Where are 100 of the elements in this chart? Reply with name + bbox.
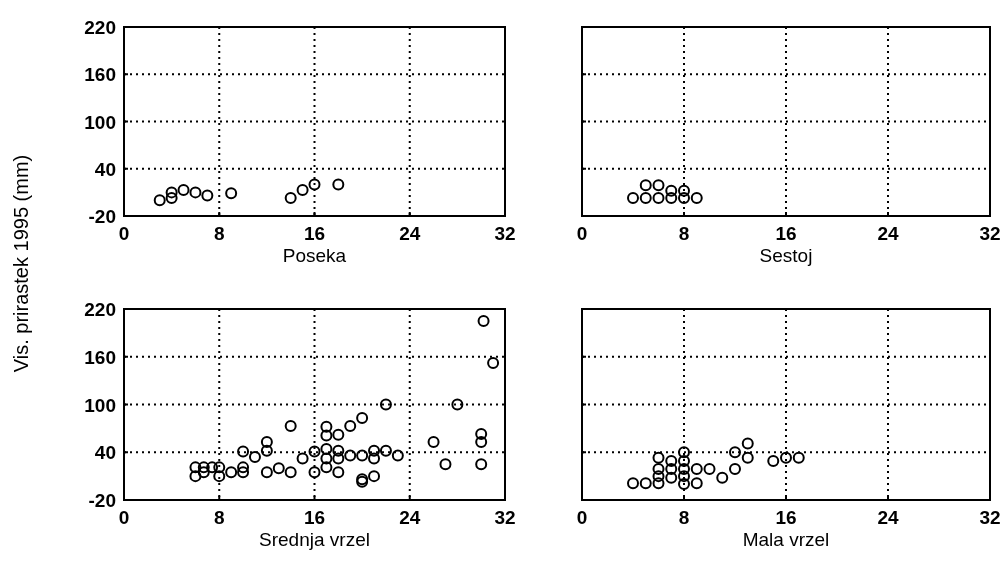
point xyxy=(320,452,333,465)
point xyxy=(237,445,250,458)
x-tick-label: 8 xyxy=(678,507,690,528)
point xyxy=(368,452,381,465)
point xyxy=(475,435,488,448)
point xyxy=(284,419,297,432)
x-axis-title: Sestoj xyxy=(759,245,813,266)
point xyxy=(332,466,345,479)
point xyxy=(665,471,678,484)
x-tick-label: 32 xyxy=(979,507,1001,528)
point xyxy=(451,398,464,411)
point xyxy=(165,191,178,204)
point xyxy=(197,466,210,479)
point xyxy=(197,461,210,474)
point xyxy=(477,314,490,327)
point xyxy=(177,184,190,197)
point xyxy=(332,452,345,465)
point xyxy=(780,451,792,464)
point xyxy=(189,470,202,483)
point xyxy=(678,455,690,467)
point xyxy=(260,444,273,457)
x-tick-label: 24 xyxy=(877,223,899,244)
point xyxy=(678,446,690,459)
point xyxy=(716,471,729,484)
y-tick-label: -20 xyxy=(88,490,116,511)
y-tick-label: 160 xyxy=(84,64,116,86)
point xyxy=(690,462,703,475)
x-tick-label: 0 xyxy=(118,507,130,528)
x-tick-label: 24 xyxy=(877,507,899,528)
x-axis-title: Poseka xyxy=(282,245,347,266)
x-tick-label: 32 xyxy=(494,507,516,528)
point xyxy=(320,429,333,442)
point xyxy=(379,398,392,411)
point xyxy=(260,435,273,448)
y-tick-label: 40 xyxy=(94,158,116,180)
point xyxy=(153,194,166,207)
point xyxy=(652,462,665,475)
x-tick-label: 16 xyxy=(303,507,326,528)
point xyxy=(792,451,805,464)
x-axis-title: Srednja vrzel xyxy=(259,529,370,550)
point xyxy=(332,428,345,441)
y-tick-label: 220 xyxy=(84,299,116,320)
point xyxy=(189,461,202,474)
y-tick-label: -20 xyxy=(88,206,116,227)
point xyxy=(678,470,690,483)
point xyxy=(213,470,226,483)
point xyxy=(344,449,357,462)
point xyxy=(379,444,392,457)
point xyxy=(332,444,345,457)
x-tick-label: 8 xyxy=(678,223,690,244)
x-tick-label: 24 xyxy=(399,223,421,244)
point xyxy=(320,443,333,456)
x-tick-label: 0 xyxy=(118,223,130,244)
point xyxy=(356,449,369,462)
point xyxy=(741,451,754,464)
x-tick-label: 8 xyxy=(213,507,225,528)
point xyxy=(320,420,333,433)
point xyxy=(308,178,321,191)
point xyxy=(665,462,678,475)
point xyxy=(296,452,309,465)
point xyxy=(368,444,381,457)
point xyxy=(678,478,690,491)
point xyxy=(213,461,226,474)
point xyxy=(308,445,321,458)
point xyxy=(320,461,333,474)
x-tick-label: 16 xyxy=(775,507,797,528)
point xyxy=(627,477,639,490)
point xyxy=(296,184,309,197)
point xyxy=(201,189,214,202)
point xyxy=(475,458,488,471)
point xyxy=(284,466,297,479)
x-tick-label: 16 xyxy=(303,223,326,244)
point xyxy=(427,435,440,448)
x-tick-label: 32 xyxy=(494,223,516,244)
x-tick-label: 24 xyxy=(399,507,421,528)
y-tick-label: 100 xyxy=(84,394,116,416)
point xyxy=(237,461,250,474)
point xyxy=(639,477,652,490)
point xyxy=(729,462,741,475)
x-tick-label: 0 xyxy=(576,223,588,244)
y-tick-label: 100 xyxy=(84,111,116,133)
point xyxy=(356,412,369,425)
point xyxy=(475,427,488,440)
point xyxy=(206,461,219,474)
point xyxy=(439,458,452,471)
point xyxy=(165,186,178,199)
point xyxy=(703,462,716,475)
point xyxy=(741,437,754,450)
point xyxy=(391,449,404,462)
x-tick-label: 0 xyxy=(576,507,588,528)
x-tick-label: 32 xyxy=(979,223,1001,244)
y-tick-label: 160 xyxy=(84,346,116,368)
point xyxy=(308,466,321,479)
point xyxy=(272,462,285,475)
point xyxy=(690,477,703,490)
point xyxy=(678,462,690,475)
x-tick-label: 16 xyxy=(775,223,797,244)
point xyxy=(652,451,665,464)
point xyxy=(652,470,665,483)
point xyxy=(487,357,500,370)
